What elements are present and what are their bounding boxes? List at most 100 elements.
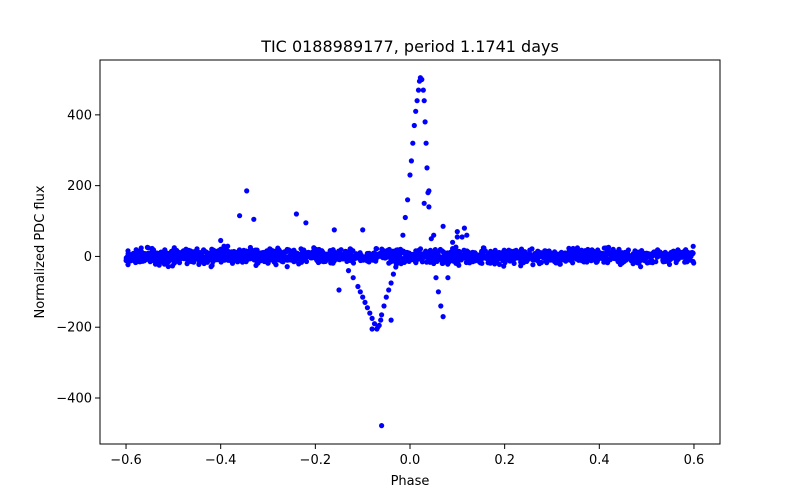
data-point xyxy=(422,119,428,125)
x-axis-label: Phase xyxy=(391,474,430,489)
data-point xyxy=(337,256,343,262)
data-point xyxy=(511,260,517,266)
data-point xyxy=(211,248,217,254)
data-point xyxy=(265,260,271,266)
data-point xyxy=(268,253,274,259)
data-point xyxy=(200,249,206,255)
data-point xyxy=(331,227,337,233)
data-point xyxy=(410,140,416,146)
data-point xyxy=(440,223,446,229)
x-tick-label: 0.4 xyxy=(589,453,610,468)
data-point xyxy=(317,255,323,261)
data-point xyxy=(582,254,588,260)
data-point xyxy=(167,254,173,260)
data-point xyxy=(371,321,378,327)
data-point xyxy=(133,259,139,266)
data-point xyxy=(307,251,313,257)
data-point xyxy=(655,247,661,253)
data-point xyxy=(171,259,177,265)
data-point xyxy=(378,317,384,323)
data-point xyxy=(402,214,408,221)
data-point xyxy=(445,275,451,281)
data-point xyxy=(519,249,525,255)
data-point xyxy=(240,256,246,262)
data-point xyxy=(432,247,438,253)
data-point xyxy=(504,256,511,262)
data-point xyxy=(388,253,394,259)
data-point xyxy=(415,87,422,93)
data-point xyxy=(376,322,382,328)
data-point xyxy=(343,249,349,255)
x-tick-label: 0.2 xyxy=(494,453,515,468)
data-point xyxy=(417,246,424,252)
data-point xyxy=(360,294,366,300)
data-point xyxy=(397,246,404,252)
data-point xyxy=(614,254,620,260)
data-point xyxy=(218,237,224,244)
data-point xyxy=(322,258,329,264)
data-point xyxy=(638,250,644,256)
y-axis-ticks: −400 −200 0 200 400 xyxy=(56,108,100,406)
data-point xyxy=(172,253,178,259)
data-point xyxy=(364,305,370,311)
data-point xyxy=(408,158,414,164)
data-point xyxy=(360,227,366,233)
data-point xyxy=(415,254,422,261)
data-point xyxy=(357,250,363,256)
data-point xyxy=(362,299,368,305)
data-point xyxy=(439,257,445,263)
data-point xyxy=(303,258,310,265)
y-tick-label: −400 xyxy=(56,391,92,406)
data-point xyxy=(619,253,625,259)
data-point xyxy=(461,225,467,231)
data-point xyxy=(126,256,132,262)
data-point xyxy=(626,253,632,259)
data-point xyxy=(152,261,159,267)
data-point xyxy=(530,262,536,268)
data-point xyxy=(431,260,437,267)
data-point xyxy=(149,249,155,256)
data-point xyxy=(210,253,216,259)
data-point xyxy=(683,255,689,262)
data-point xyxy=(420,87,426,93)
data-point xyxy=(206,250,212,256)
data-point xyxy=(251,216,257,222)
data-point xyxy=(557,261,563,267)
data-point xyxy=(221,257,228,263)
y-axis-label: Normalized PDC flux xyxy=(33,185,48,318)
data-point xyxy=(174,247,180,254)
data-point xyxy=(438,303,444,309)
data-point xyxy=(383,294,389,300)
data-point xyxy=(419,259,425,265)
data-points xyxy=(123,75,697,429)
data-point xyxy=(585,246,591,253)
data-point xyxy=(426,204,432,210)
x-tick-label: −0.6 xyxy=(110,453,142,468)
data-point xyxy=(455,261,461,267)
data-point xyxy=(264,249,270,255)
data-point xyxy=(237,213,243,219)
data-point xyxy=(650,250,656,256)
x-tick-label: −0.4 xyxy=(205,453,237,468)
data-point xyxy=(280,259,286,265)
data-point xyxy=(338,247,344,253)
data-point xyxy=(377,250,383,256)
data-point xyxy=(423,140,429,146)
data-point xyxy=(421,98,427,104)
data-point xyxy=(273,249,279,255)
data-point xyxy=(182,252,188,258)
data-point xyxy=(388,317,394,323)
data-point xyxy=(675,247,681,253)
data-point xyxy=(529,246,535,252)
data-point xyxy=(125,248,131,254)
data-point xyxy=(450,239,456,245)
data-point xyxy=(199,252,205,259)
data-point xyxy=(355,283,361,290)
data-point xyxy=(311,252,318,258)
data-point xyxy=(547,249,553,256)
data-point xyxy=(631,259,637,265)
data-point xyxy=(241,247,247,253)
data-point xyxy=(206,256,212,262)
data-point xyxy=(236,247,243,253)
